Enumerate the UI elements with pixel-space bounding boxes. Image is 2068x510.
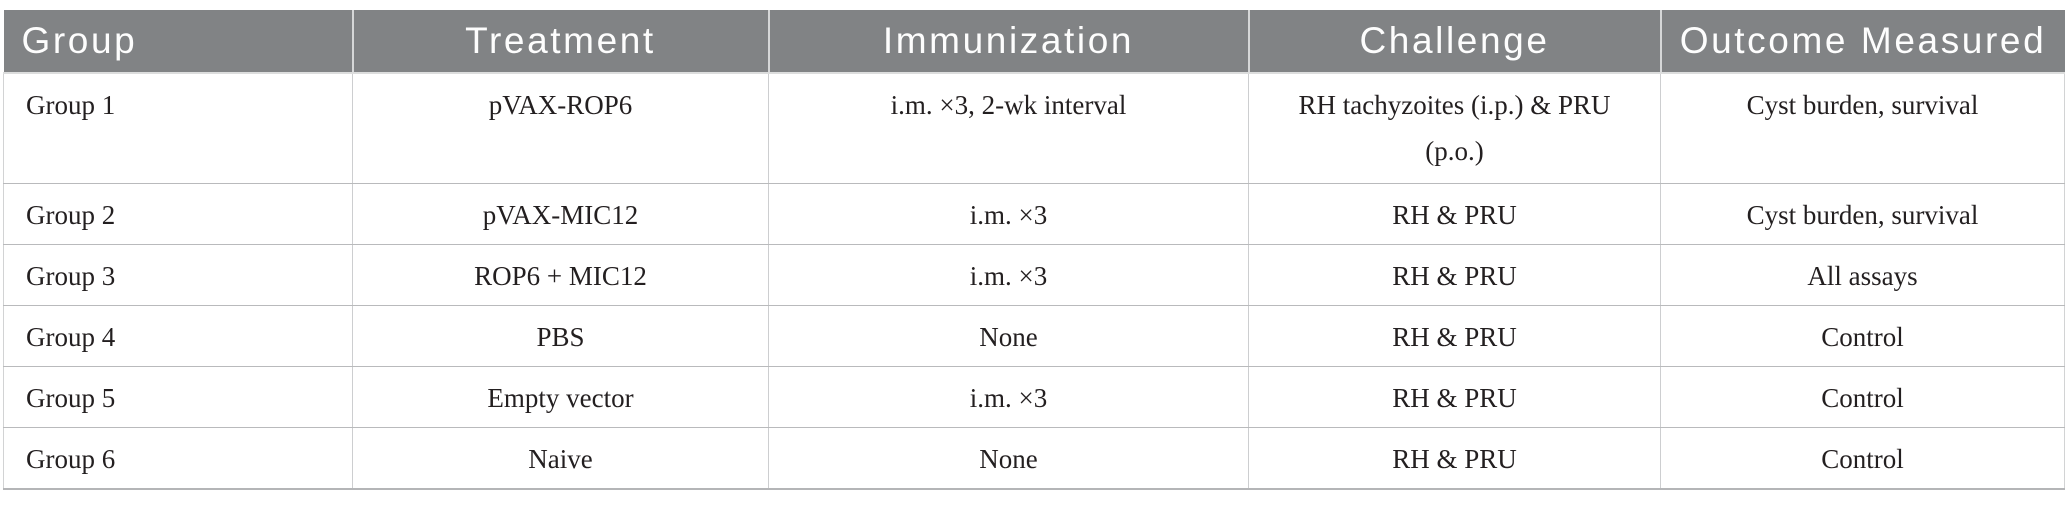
table-cell: None [768,427,1249,490]
column-header-immunization: Immunization [768,10,1250,74]
study-design-table: Group Treatment Immunization Challenge O… [3,10,2065,490]
table-row-group-2: Group 2 pVAX-MIC12 i.m. ×3 RH & PRU Cyst… [3,183,2065,245]
table-cell: RH & PRU [1248,183,1661,245]
table-row-group-5: Group 5 Empty vector i.m. ×3 RH & PRU Co… [3,366,2065,428]
header-row: Group Treatment Immunization Challenge O… [3,10,2065,74]
table-cell: i.m. ×3 [768,244,1249,306]
table-cell: PBS [352,305,769,367]
table-row-group-3: Group 3 ROP6 + MIC12 i.m. ×3 RH & PRU Al… [3,244,2065,306]
table-cell: pVAX-ROP6 [352,73,769,184]
table-cell: i.m. ×3, 2-wk interval [768,73,1249,184]
study-design-table-container: Group Treatment Immunization Challenge O… [3,10,2065,490]
table-cell: Naive [352,427,769,490]
table-row-group-4: Group 4 PBS None RH & PRU Control [3,305,2065,367]
table-cell: i.m. ×3 [768,366,1249,428]
table-cell: Control [1660,427,2065,490]
row-label-cell: Group 5 [3,366,353,428]
table-cell: RH & PRU [1248,427,1661,490]
table-row-group-1: Group 1 pVAX-ROP6 i.m. ×3, 2-wk interval… [3,73,2065,184]
table-cell: Cyst burden, survival [1660,73,2065,184]
table-cell: Empty vector [352,366,769,428]
table-cell: RH tachyzoites (i.p.) & PRU (p.o.) [1248,73,1661,184]
table-cell: RH & PRU [1248,305,1661,367]
table-cell: Cyst burden, survival [1660,183,2065,245]
table-cell: RH & PRU [1248,244,1661,306]
table-cell: RH & PRU [1248,366,1661,428]
table-header: Group Treatment Immunization Challenge O… [3,10,2065,74]
row-label-cell: Group 4 [3,305,353,367]
column-header-challenge: Challenge [1248,10,1662,74]
column-header-treatment: Treatment [352,10,770,74]
row-label-cell: Group 1 [3,73,353,184]
column-header-outcome-measured: Outcome Measured [1660,10,2065,74]
row-label-cell: Group 2 [3,183,353,245]
table-cell: ROP6 + MIC12 [352,244,769,306]
table-cell: Control [1660,366,2065,428]
table-cell: Control [1660,305,2065,367]
table-cell: i.m. ×3 [768,183,1249,245]
table-cell: None [768,305,1249,367]
row-label-cell: Group 6 [3,427,353,490]
table-row-group-6: Group 6 Naive None RH & PRU Control [3,427,2065,490]
table-cell: pVAX-MIC12 [352,183,769,245]
table-cell: All assays [1660,244,2065,306]
column-header-group: Group [3,10,354,74]
row-label-cell: Group 3 [3,244,353,306]
table-body: Group 1 pVAX-ROP6 i.m. ×3, 2-wk interval… [3,73,2065,490]
